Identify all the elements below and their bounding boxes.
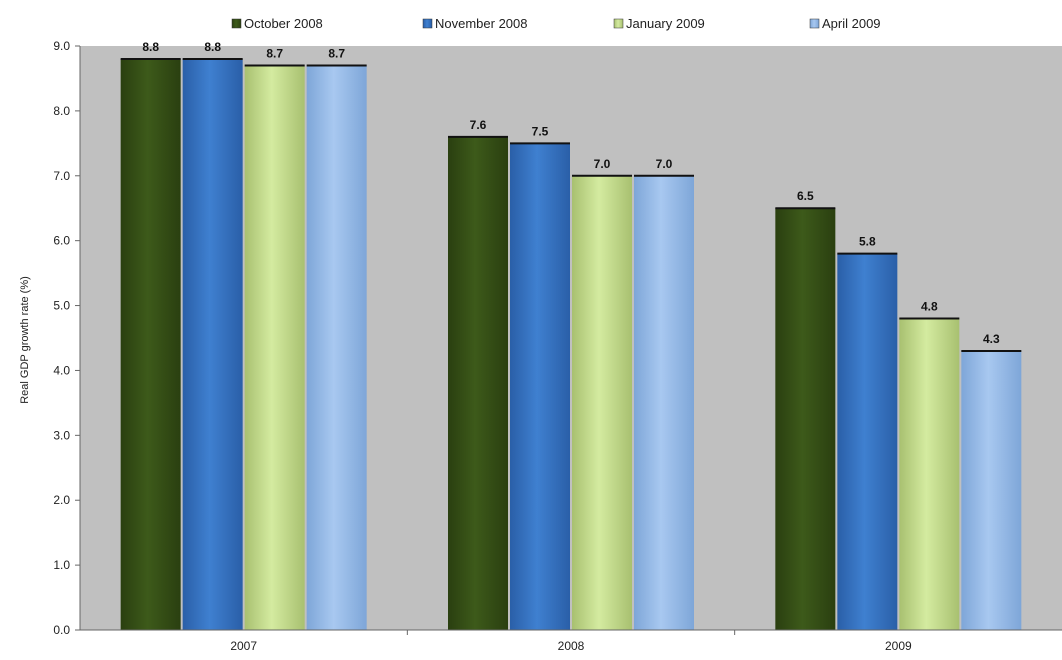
legend-label: January 2009 bbox=[626, 16, 705, 31]
bar bbox=[837, 253, 898, 630]
legend-label: October 2008 bbox=[244, 16, 323, 31]
data-label: 7.5 bbox=[532, 124, 549, 138]
legend-swatch bbox=[422, 18, 433, 29]
data-label: 5.8 bbox=[859, 235, 876, 249]
data-label: 8.7 bbox=[328, 46, 345, 60]
bar bbox=[448, 136, 508, 630]
bars-group bbox=[120, 57, 1022, 631]
y-tick-label: 4.0 bbox=[53, 363, 70, 377]
x-tick-label: 2007 bbox=[230, 639, 257, 653]
data-label: 4.8 bbox=[921, 300, 938, 314]
data-label: 6.5 bbox=[797, 189, 814, 203]
data-labels-group: 8.8 8.8 8.7 8.7 7.6 7.5 7.0 7.0 6.5 5.8 4.8 4.3 bbox=[142, 40, 1000, 346]
y-tick-label: 1.0 bbox=[53, 558, 70, 572]
data-label: 8.8 bbox=[142, 40, 159, 54]
x-tick-label: 2008 bbox=[558, 639, 585, 653]
legend-label: November 2008 bbox=[435, 16, 528, 31]
y-tick-label: 3.0 bbox=[53, 428, 70, 442]
legend-swatch bbox=[613, 18, 624, 29]
y-tick-label: 6.0 bbox=[53, 234, 70, 248]
legend-label: April 2009 bbox=[822, 16, 881, 31]
legend-swatch bbox=[809, 18, 820, 29]
data-label: 7.6 bbox=[470, 118, 487, 132]
y-tick-label: 0.0 bbox=[53, 623, 70, 637]
bar bbox=[634, 175, 694, 630]
bar bbox=[182, 58, 243, 630]
y-tick-label: 5.0 bbox=[53, 299, 70, 313]
x-tick-label: 2009 bbox=[885, 639, 912, 653]
x-axis: 2007 2008 2009 bbox=[80, 629, 1062, 653]
bar bbox=[120, 58, 181, 630]
bar bbox=[899, 318, 960, 630]
data-label: 7.0 bbox=[656, 157, 673, 171]
y-tick-label: 7.0 bbox=[53, 169, 70, 183]
y-tick-label: 8.0 bbox=[53, 104, 70, 118]
y-axis-title: Real GDP growth rate (%) bbox=[19, 276, 31, 404]
bar bbox=[572, 175, 632, 630]
y-tick-label: 2.0 bbox=[53, 493, 70, 507]
y-axis: 0.0 1.0 2.0 3.0 4.0 5.0 6.0 7.0 8.0 9.0 bbox=[53, 39, 81, 637]
data-label: 8.7 bbox=[266, 46, 283, 60]
bar bbox=[961, 350, 1022, 630]
bar bbox=[510, 143, 570, 631]
data-label: 7.0 bbox=[594, 157, 611, 171]
legend-swatch bbox=[231, 18, 242, 29]
bar bbox=[775, 208, 836, 630]
plot-area bbox=[80, 46, 1062, 630]
legend: October 2008 November 2008 January 2009 Apr… bbox=[231, 16, 881, 31]
bar bbox=[306, 65, 367, 630]
data-label: 8.8 bbox=[204, 40, 221, 54]
bar bbox=[244, 65, 305, 630]
y-tick-label: 9.0 bbox=[53, 39, 70, 53]
data-label: 4.3 bbox=[983, 332, 1000, 346]
